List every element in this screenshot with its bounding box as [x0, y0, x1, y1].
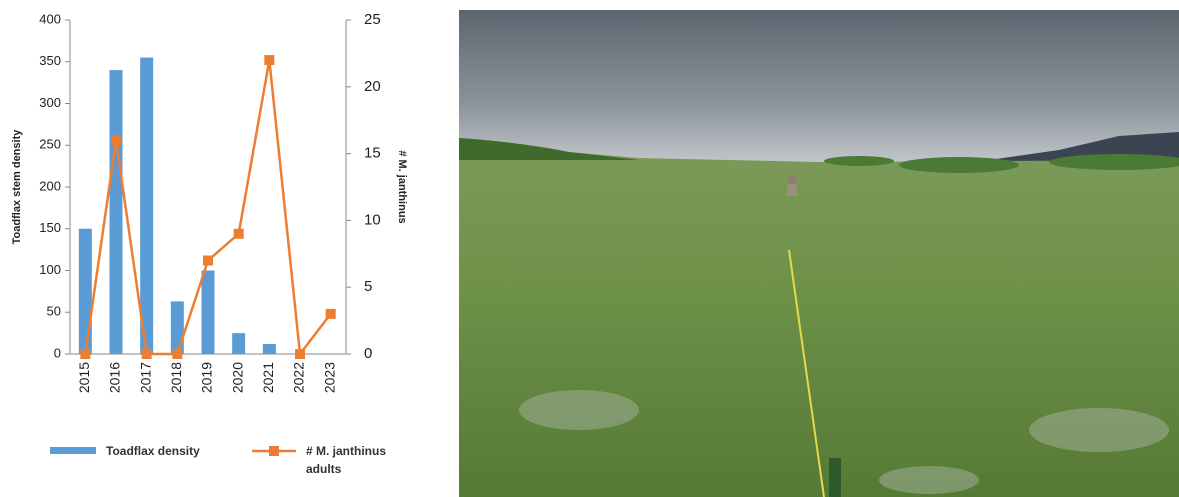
photo — [459, 10, 1179, 497]
x-tick-label: 2019 — [199, 362, 215, 393]
x-tick-label: 2018 — [168, 362, 184, 393]
page: {"chart_data": {"type": "combo", "catego… — [0, 0, 1179, 497]
marker — [172, 349, 182, 359]
sage — [519, 390, 639, 430]
y-tick-label: 250 — [39, 137, 61, 152]
swatch — [269, 446, 279, 456]
y-tick-label: 200 — [39, 178, 61, 193]
x-tick-label: 2022 — [291, 362, 307, 393]
legend-swatch — [50, 442, 100, 460]
y2-tick-label: 20 — [364, 78, 381, 95]
y-tick-label: 0 — [54, 345, 61, 360]
y-tick-label: 400 — [39, 11, 61, 26]
shrubs — [824, 156, 894, 166]
bar — [110, 70, 123, 354]
y-tick-label: 150 — [39, 220, 61, 235]
bar — [263, 344, 276, 354]
sky — [459, 10, 1179, 170]
x-tick-label: 2017 — [137, 362, 153, 393]
y-tick-label: 50 — [47, 304, 61, 319]
bar — [171, 301, 184, 354]
legend-swatch — [250, 442, 300, 460]
bar — [232, 333, 245, 354]
y2-axis-title: # M. janthinus — [396, 150, 408, 223]
y2-tick-label: 10 — [364, 211, 381, 228]
person — [787, 175, 797, 185]
bar — [79, 229, 92, 354]
marker — [264, 55, 274, 65]
y-tick-label: 350 — [39, 53, 61, 68]
legend-label: # M. janthinus adults — [306, 442, 401, 478]
marker — [234, 229, 244, 239]
swatch — [50, 447, 96, 454]
chart: Toadflax stem density # M. janthinus 050… — [0, 0, 440, 420]
y2-tick-label: 5 — [364, 278, 372, 295]
marker — [111, 135, 121, 145]
x-tick-label: 2023 — [321, 362, 337, 393]
person — [787, 184, 797, 196]
legend-item: Toadflax density — [50, 442, 200, 460]
y-axis-title: Toadflax stem density — [11, 129, 23, 245]
marker — [203, 255, 213, 265]
y-tick-label: 300 — [39, 95, 61, 110]
x-tick-label: 2015 — [76, 362, 92, 393]
marker — [326, 309, 336, 319]
stake — [829, 458, 841, 497]
x-tick-label: 2020 — [229, 362, 245, 393]
marker — [80, 349, 90, 359]
x-tick-label: 2021 — [260, 362, 276, 393]
marker — [295, 349, 305, 359]
legend-label: Toadflax density — [106, 442, 200, 460]
bar — [140, 58, 153, 354]
shrubs — [899, 157, 1019, 173]
marker — [142, 349, 152, 359]
y2-tick-label: 15 — [364, 145, 381, 162]
legend-item: # M. janthinus adults — [250, 442, 401, 478]
legend: Toadflax density # M. janthinus adults — [30, 422, 400, 492]
x-tick-label: 2016 — [107, 362, 123, 393]
sage — [879, 466, 979, 494]
sage — [1029, 408, 1169, 452]
y2-tick-label: 0 — [364, 345, 372, 362]
y2-tick-label: 25 — [364, 11, 381, 28]
bar — [202, 271, 215, 355]
y-tick-label: 100 — [39, 262, 61, 277]
